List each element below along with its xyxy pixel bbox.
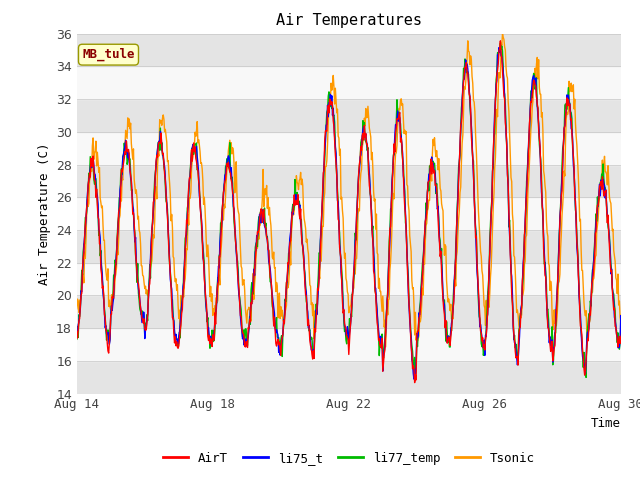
Bar xyxy=(77,34,621,66)
Title: Air Temperatures: Air Temperatures xyxy=(276,13,422,28)
Bar xyxy=(77,295,621,328)
Bar xyxy=(77,197,621,230)
Bar xyxy=(77,328,621,361)
Bar xyxy=(77,361,621,394)
Bar xyxy=(77,66,621,99)
Bar xyxy=(77,230,621,263)
Y-axis label: Air Temperature (C): Air Temperature (C) xyxy=(38,143,51,285)
Bar xyxy=(77,132,621,165)
Bar xyxy=(77,99,621,132)
Bar xyxy=(77,165,621,197)
Legend: AirT, li75_t, li77_temp, Tsonic: AirT, li75_t, li77_temp, Tsonic xyxy=(157,447,540,469)
Bar xyxy=(77,263,621,295)
Text: MB_tule: MB_tule xyxy=(82,48,135,61)
X-axis label: Time: Time xyxy=(591,417,621,430)
